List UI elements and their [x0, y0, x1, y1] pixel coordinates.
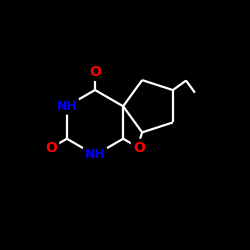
Text: O: O [89, 65, 101, 79]
Text: NH: NH [56, 100, 77, 113]
Text: O: O [45, 141, 57, 155]
Text: O: O [133, 141, 145, 155]
Text: NH: NH [84, 148, 105, 162]
